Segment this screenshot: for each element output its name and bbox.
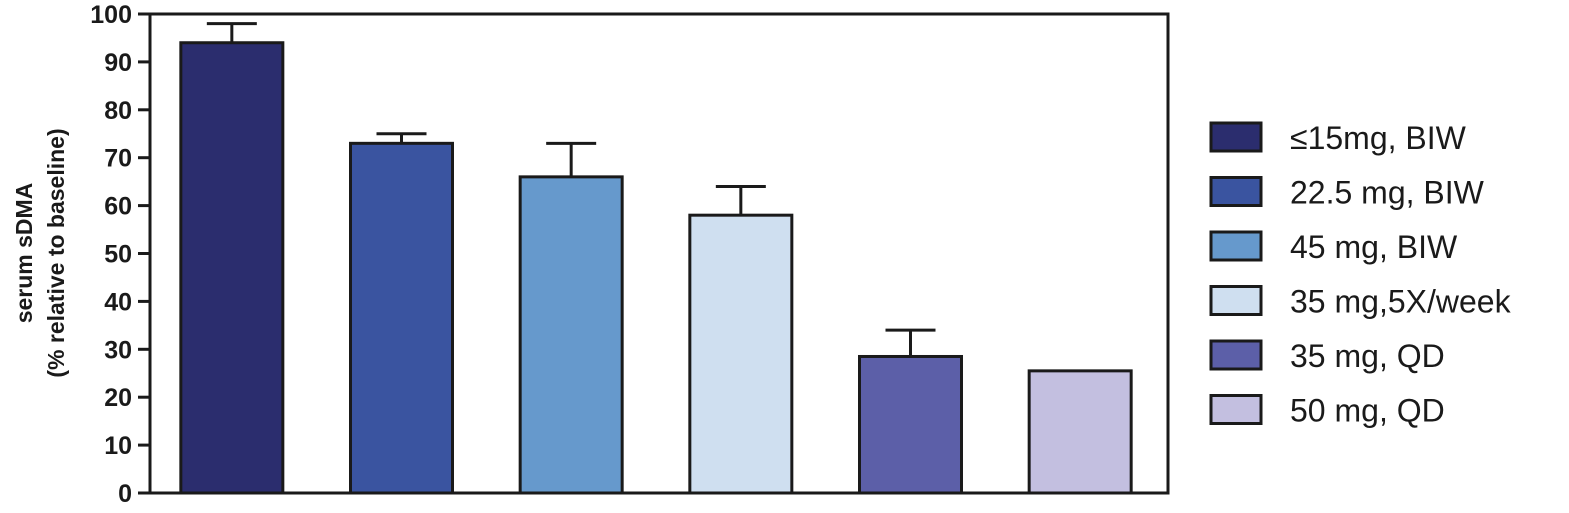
bar [1027, 369, 1133, 495]
y-tick-label: 50 [104, 241, 132, 269]
legend-label: 22.5 mg, BIW [1290, 175, 1485, 211]
legend-label: ≤15mg, BIW [1290, 120, 1467, 156]
y-axis-ticks: 0 10 20 30 40 50 60 70 80 90 100 [90, 1, 150, 508]
legend-swatch [1209, 121, 1263, 153]
y-tick-label: 70 [104, 145, 132, 173]
legend-swatch [1209, 394, 1263, 425]
y-axis-title: serum sDMA (% relative to baseline) [11, 128, 69, 377]
bar [349, 141, 454, 495]
bar [518, 175, 624, 495]
legend-swatch [1209, 230, 1263, 262]
y-tick-label: 60 [104, 193, 132, 221]
y-tick-label: 0 [118, 480, 132, 508]
y-axis-title-line-2: (% relative to baseline) [43, 128, 69, 377]
legend-swatch [1209, 285, 1263, 316]
legend-label: 45 mg, BIW [1290, 229, 1458, 265]
y-tick-label: 30 [104, 336, 132, 364]
plot-frame [148, 12, 1170, 495]
y-axis-title-line-1: serum sDMA [11, 183, 37, 324]
legend-swatch [1209, 176, 1263, 207]
y-tick-label: 40 [104, 288, 132, 316]
y-tick-label: 80 [104, 97, 132, 125]
y-tick-label: 90 [104, 49, 132, 77]
bar [179, 41, 285, 495]
y-tick-label: 100 [90, 1, 132, 29]
legend-swatch [1209, 339, 1263, 371]
bar [858, 354, 963, 495]
bar [688, 213, 794, 495]
y-tick-label: 10 [104, 432, 132, 460]
legend: ≤15mg, BIW 22.5 mg, BIW 45 mg, BIW 35 mg,5X… [1209, 120, 1512, 429]
legend-label: 35 mg,5X/week [1290, 284, 1512, 320]
legend-label: 35 mg, QD [1290, 338, 1445, 374]
y-tick-label: 20 [104, 384, 132, 412]
bars [179, 22, 1133, 495]
legend-label: 50 mg, QD [1290, 393, 1445, 429]
